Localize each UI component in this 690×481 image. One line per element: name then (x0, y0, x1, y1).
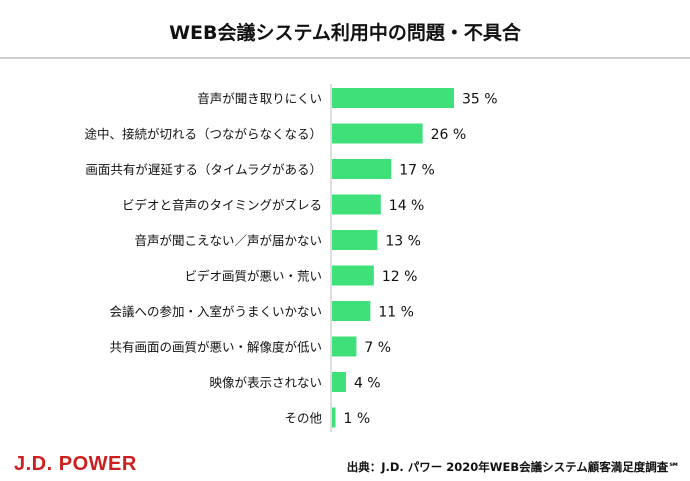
bar (332, 88, 454, 108)
chart-title: WEB会議システム利用中の問題・不具合 (169, 22, 521, 44)
value-label: 4 % (354, 376, 381, 392)
value-label: 7 % (364, 340, 391, 356)
category-label: ビデオ画質が悪い・荒い (184, 269, 322, 284)
value-label: 13 % (385, 234, 421, 250)
category-label: 音声が聞き取りにくい (197, 91, 322, 106)
category-label: 音声が聞こえない／声が届かない (134, 233, 322, 248)
title-divider (0, 57, 690, 59)
category-label: ビデオと音声のタイミングがズレる (122, 198, 322, 213)
value-label: 11 % (378, 305, 414, 321)
bar (332, 230, 378, 250)
category-label: 会議への参加・入室がうまくいかない (109, 304, 322, 319)
bar (332, 336, 357, 357)
value-label: 1 % (343, 411, 370, 427)
category-label: 途中、接続が切れる（つながらなくなる） (84, 127, 322, 142)
value-label: 35 % (462, 92, 498, 108)
bar (332, 194, 381, 215)
source-note: 出典：J.D. パワー 2020年WEB会議システム顧客満足度調査℠ (346, 460, 680, 474)
bar (332, 372, 346, 392)
value-label: 26 % (431, 127, 467, 143)
bar (332, 265, 374, 286)
bar (332, 159, 392, 179)
value-label: 14 % (389, 198, 425, 214)
category-label: 映像が表示されない (209, 375, 322, 390)
category-label: 画面共有が遅延する（タイムラグがある） (85, 162, 322, 177)
category-label: 共有画面の画質が悪い・解像度が低い (109, 340, 322, 355)
bar (332, 301, 371, 321)
bar (332, 123, 423, 144)
brand-logo: J.D. POWER (14, 453, 137, 475)
category-label: その他 (284, 411, 322, 426)
bar (332, 407, 336, 428)
value-label: 17 % (399, 163, 435, 179)
value-label: 12 % (382, 269, 418, 285)
